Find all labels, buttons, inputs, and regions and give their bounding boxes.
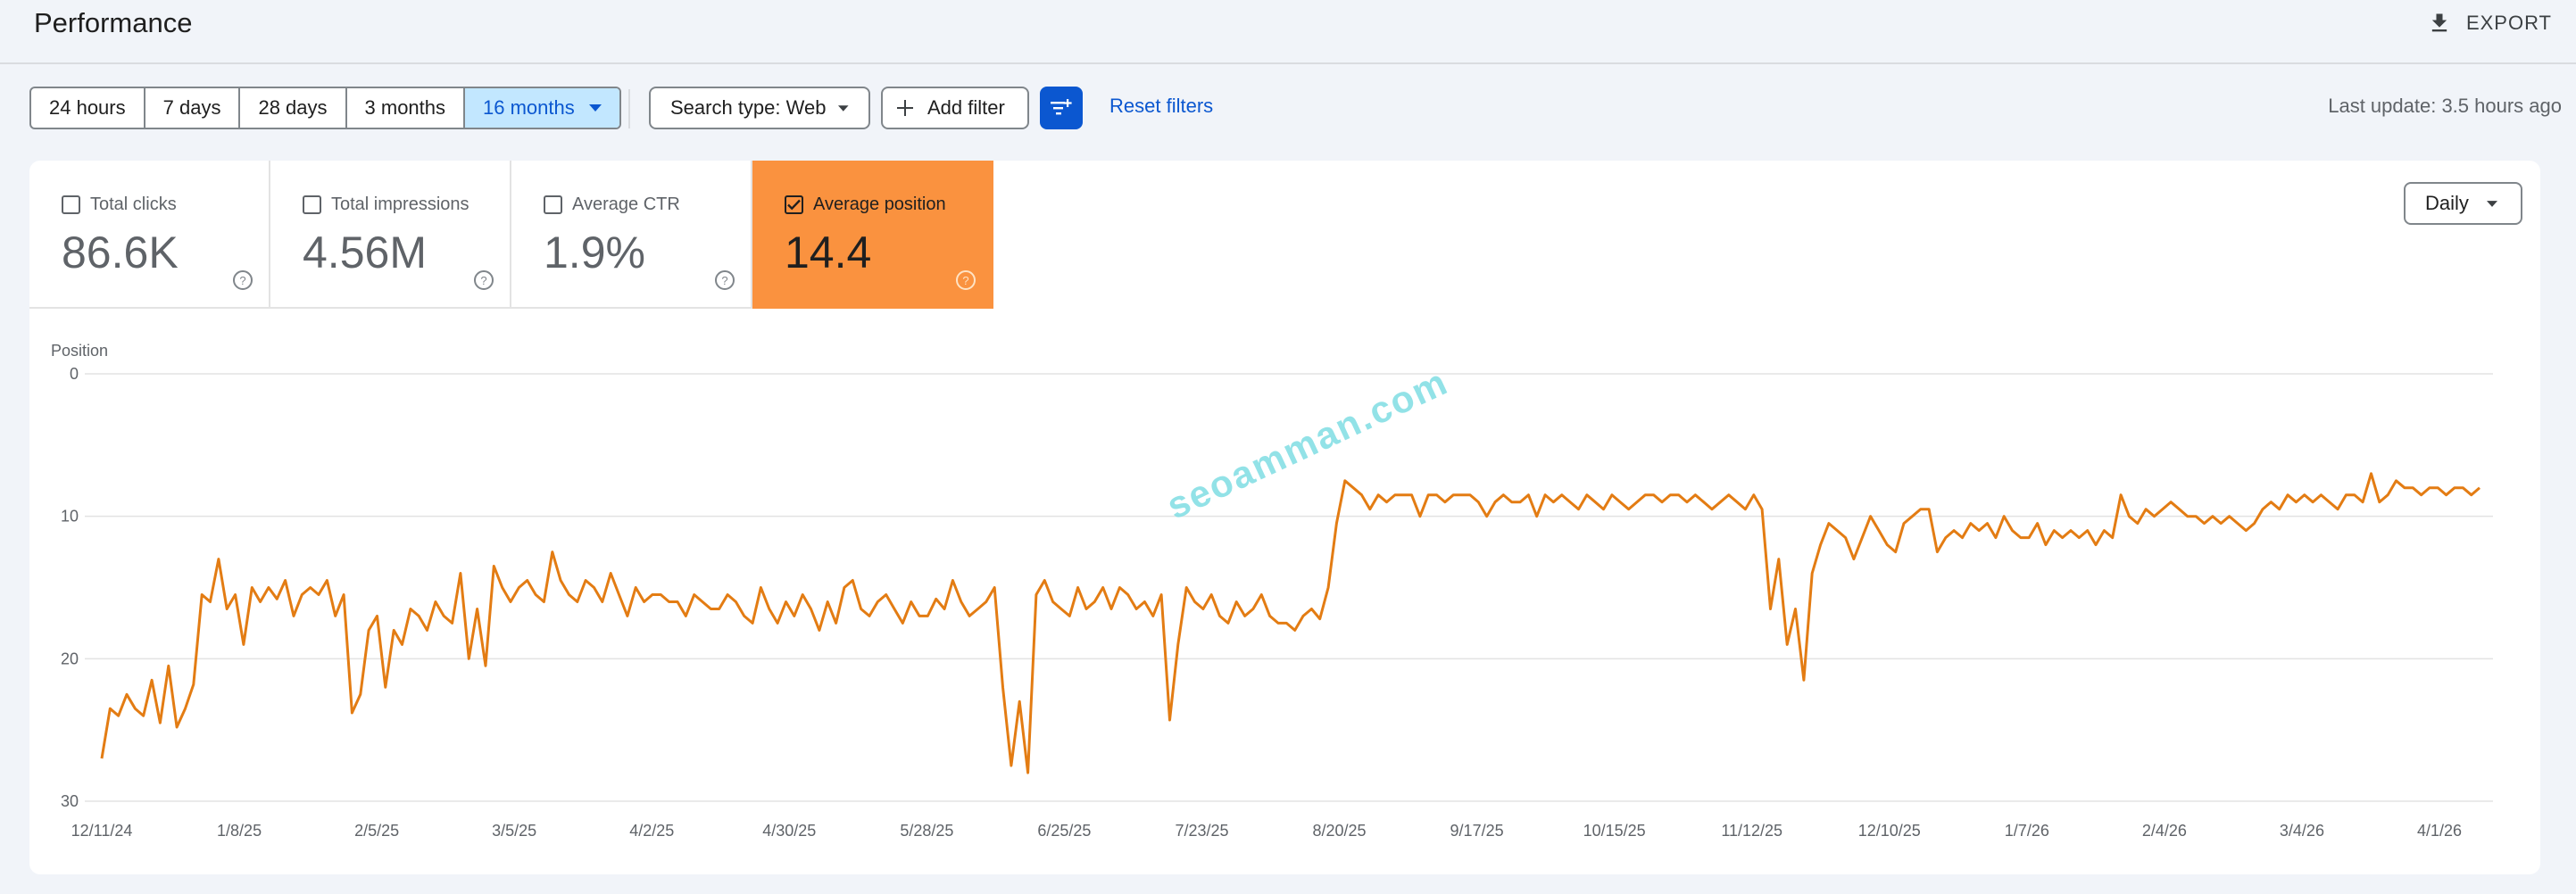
date-range-selector: 24 hours 7 days 28 days 3 months 16 mont… (29, 87, 621, 129)
export-button[interactable]: EXPORT (2427, 7, 2552, 39)
svg-text:?: ? (721, 274, 727, 287)
filter-add-icon (1051, 99, 1072, 115)
checkbox-icon[interactable] (303, 195, 321, 214)
add-filter-label: Add filter (927, 96, 1005, 119)
y-axis-ticks: 0 10 20 30 (61, 365, 79, 810)
x-tick-label: 4/1/26 (2417, 822, 2462, 840)
y-tick-label: 0 (70, 365, 79, 383)
svg-text:?: ? (239, 274, 245, 287)
range-label: 16 months (483, 96, 575, 119)
search-type-dropdown[interactable]: Search type: Web (649, 87, 870, 129)
metric-value: 14.4 (785, 228, 872, 277)
page-header: Performance EXPORT (0, 0, 2576, 64)
x-tick-label: 4/30/25 (762, 822, 816, 840)
metric-header: Total impressions (303, 195, 469, 215)
metric-label: Total impressions (331, 195, 469, 214)
caret-down-icon (588, 104, 602, 112)
y-tick-label: 10 (61, 508, 79, 526)
metric-header: Average position (785, 195, 946, 215)
metric-average-position[interactable]: Average position 14.4 ? (752, 161, 993, 309)
search-type-label: Search type: Web (670, 96, 827, 119)
checkbox-icon[interactable] (62, 195, 80, 214)
toolbar-divider (628, 89, 630, 128)
download-icon (2431, 13, 2447, 32)
metric-header: Average CTR (544, 195, 680, 215)
x-tick-label: 8/20/25 (1312, 822, 1366, 840)
check-icon (787, 199, 801, 211)
x-tick-label: 11/12/25 (1721, 822, 1782, 840)
x-tick-label: 12/10/25 (1858, 822, 1921, 840)
range-label: 7 days (162, 96, 221, 119)
x-tick-label: 6/25/25 (1037, 822, 1091, 840)
x-tick-label: 2/4/26 (2142, 822, 2187, 840)
x-tick-label: 1/8/25 (217, 822, 262, 840)
y-axis-label: Position (51, 342, 108, 360)
svg-text:?: ? (962, 274, 968, 287)
metric-label: Average position (813, 195, 946, 214)
y-tick-label: 20 (61, 650, 79, 667)
range-label: 3 months (364, 96, 446, 119)
svg-text:?: ? (480, 274, 486, 287)
y-tick-label: 30 (61, 792, 79, 810)
plus-icon (897, 100, 913, 116)
metric-label: Total clicks (90, 195, 177, 214)
range-24-hours[interactable]: 24 hours (31, 88, 145, 128)
metric-label: Average CTR (572, 195, 680, 214)
range-16-months[interactable]: 16 months (465, 88, 619, 128)
metric-value: 1.9% (544, 228, 645, 277)
export-label: EXPORT (2465, 12, 2552, 34)
checkbox-icon[interactable] (544, 195, 562, 214)
page-title: Performance (34, 7, 193, 38)
reset-filters-link[interactable]: Reset filters (1109, 95, 1214, 117)
metric-total-clicks[interactable]: Total clicks 86.6K ? (29, 161, 270, 309)
range-label: 24 hours (49, 96, 126, 119)
range-28-days[interactable]: 28 days (240, 88, 347, 128)
x-tick-label: 4/2/25 (629, 822, 674, 840)
granularity-label: Daily (2425, 192, 2469, 214)
x-tick-label: 3/4/26 (2280, 822, 2324, 840)
metric-header: Total clicks (62, 195, 177, 215)
caret-down-icon (2486, 200, 2497, 207)
help-icon[interactable]: ? (232, 269, 253, 291)
range-7-days[interactable]: 7 days (145, 88, 241, 128)
x-tick-label: 7/23/25 (1175, 822, 1228, 840)
caret-down-icon (838, 104, 849, 112)
help-icon[interactable]: ? (714, 269, 735, 291)
position-chart: Position 0 10 20 30 12/11/24 1/8/25 2/5/25 3/5… (51, 342, 2493, 840)
metric-average-ctr[interactable]: Average CTR 1.9% ? (511, 161, 752, 309)
checkbox-icon[interactable] (785, 195, 803, 214)
x-tick-label: 10/15/25 (1583, 822, 1646, 840)
metric-value: 4.56M (303, 228, 427, 277)
x-tick-label: 5/28/25 (900, 822, 953, 840)
help-icon[interactable]: ? (955, 269, 976, 291)
x-tick-label: 1/7/26 (2005, 822, 2049, 840)
add-filter-button[interactable]: Add filter (881, 87, 1029, 129)
metric-total-impressions[interactable]: Total impressions 4.56M ? (270, 161, 511, 309)
average-position-line (100, 472, 2480, 774)
range-label: 28 days (258, 96, 328, 119)
performance-card: Total clicks 86.6K ? Total impressions 4… (29, 161, 2540, 874)
x-axis-ticks: 12/11/24 1/8/25 2/5/25 3/5/25 4/2/25 4/30/25 5… (71, 822, 2462, 840)
x-tick-label: 12/11/24 (71, 822, 133, 840)
granularity-dropdown[interactable]: Daily (2404, 182, 2522, 225)
help-icon[interactable]: ? (473, 269, 494, 291)
x-tick-label: 9/17/25 (1450, 822, 1504, 840)
range-3-months[interactable]: 3 months (347, 88, 466, 128)
filter-settings-button[interactable] (1040, 87, 1083, 129)
x-tick-label: 2/5/25 (354, 822, 399, 840)
x-tick-label: 3/5/25 (492, 822, 536, 840)
last-update-text: Last update: 3.5 hours ago (2328, 95, 2562, 117)
metric-value: 86.6K (62, 228, 179, 277)
